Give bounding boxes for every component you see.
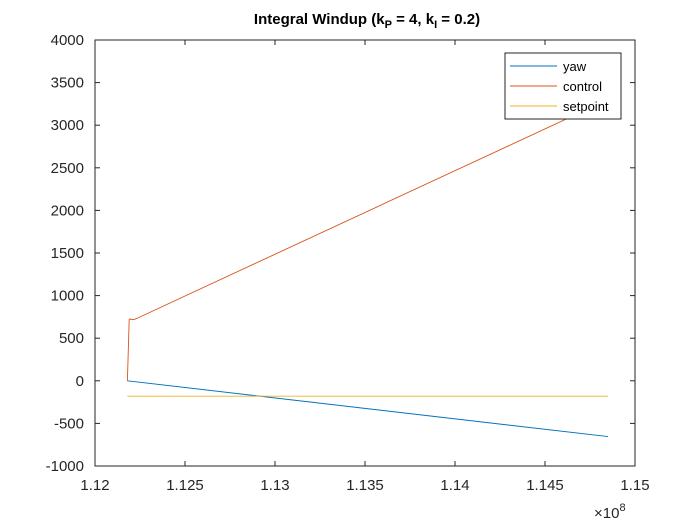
y-tick-label: 1000 (51, 288, 84, 305)
y-tick-label: -1000 (46, 458, 84, 475)
x-exponent-label: ×108 (594, 502, 626, 522)
x-tick-label: 1.15 (620, 477, 649, 494)
series-layer (126, 99, 609, 438)
chart-title: Integral Windup (kP = 4, kI = 0.2) (254, 11, 480, 31)
y-tick-label: 4000 (51, 32, 84, 49)
x-tick-label: 1.145 (526, 477, 564, 494)
legend-label-control: control (563, 79, 602, 94)
x-tick-label: 1.13 (260, 477, 289, 494)
x-tick-label: 1.12 (80, 477, 109, 494)
series-line-yaw (127, 380, 609, 438)
y-tick-label: 3500 (51, 75, 84, 92)
y-tick-label: -500 (54, 415, 84, 432)
y-tick-label: 1500 (51, 245, 84, 262)
legend-label-yaw: yaw (563, 59, 587, 74)
x-tick-label: 1.135 (346, 477, 384, 494)
y-tick-label: 2500 (51, 160, 84, 177)
x-tick-label: 1.125 (166, 477, 204, 494)
y-tick-label: 3000 (51, 117, 84, 134)
axes-layer: 1.12 1.125 1.13 1.135 1.14 1.145 1.15 -1000 -500… (46, 32, 650, 522)
y-tick-label: 0 (76, 373, 84, 390)
legend: yaw control setpoint (504, 52, 622, 120)
series-line-control (126, 99, 609, 381)
x-tick-label: 1.14 (440, 477, 469, 494)
y-tick-label: 2000 (51, 202, 84, 219)
legend-label-setpoint: setpoint (563, 99, 609, 114)
y-tick-label: 500 (59, 330, 84, 347)
